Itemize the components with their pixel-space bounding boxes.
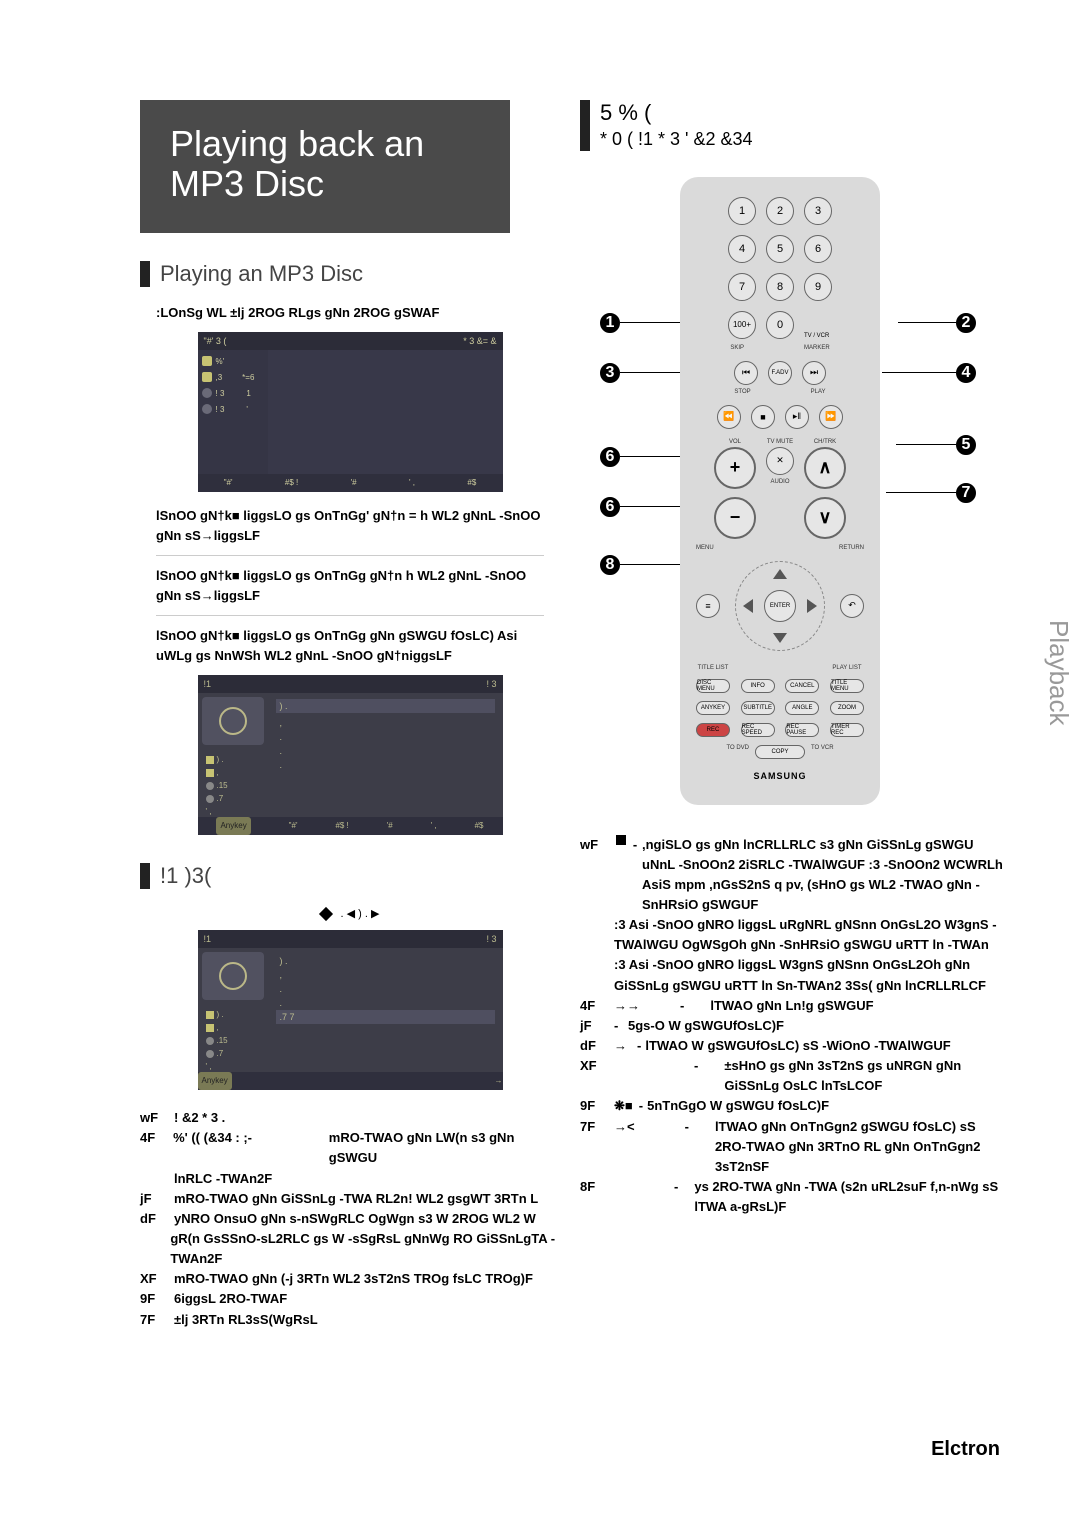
icon-note — [202, 356, 212, 366]
icon-dot — [202, 404, 212, 414]
callout-5: 5 — [956, 435, 976, 455]
zoom-btn: ZOOM — [830, 701, 864, 715]
callout-2: 2 — [956, 313, 976, 333]
ch-up-icon: ∧ — [804, 447, 846, 489]
ffwd-icon: ⏩ — [819, 405, 843, 429]
step-1-heading: :LOnSg WL ±lj 2ROG RLgs gNn 2ROG gSWAF — [156, 305, 560, 320]
legend-right: wF-,ngiSLO gs gNn lnCRLLRLC s3 gNn GiSSn… — [580, 835, 1010, 1218]
title-menu-btn: TITLE MENU — [830, 679, 864, 693]
icon-note — [202, 372, 212, 382]
stop-icon: ■ — [751, 405, 775, 429]
fadv-icon: F.ADV — [768, 361, 792, 385]
footer-brand: Elctron — [931, 1438, 1000, 1461]
remote-btn-2: 2 — [766, 197, 794, 225]
callout-4: 4 — [956, 363, 976, 383]
callout-7: 7 — [956, 483, 976, 503]
callout-8: 8 — [600, 555, 620, 575]
menu-btn-icon: ≡ — [696, 594, 720, 618]
screen1-top-left: "#' 3 ( — [204, 332, 227, 350]
remote-btn-1: 1 — [728, 197, 756, 225]
rec-btn: REC — [696, 723, 730, 737]
rewind-icon: ⏪ — [717, 405, 741, 429]
vol-up-icon: + — [714, 447, 756, 489]
album-thumb-icon — [202, 952, 264, 1000]
step-3-text: lSnOO gN†k■ liggsLO gs OnTnGg gN†n h WL2… — [156, 566, 544, 605]
section-heading-tree: !1 )3( — [140, 863, 560, 889]
info-btn: INFO — [741, 679, 775, 693]
screen-mockup-3: !1 ! 3 ) . , .15 .7 ' , ) . , . . .7 7 A… — [198, 930, 503, 1090]
screen-mockup-1: "#' 3 ( * 3 &= & %' ,3*=6 ! 31 ! 3' "#' … — [198, 332, 503, 492]
remote-btn-6: 6 — [804, 235, 832, 263]
remote-section-heading: 5 % ( * 0 ( !1 * 3 ' &2 &34 — [580, 100, 1010, 151]
cancel-btn: CANCEL — [785, 679, 819, 693]
section-heading-play: Playing an MP3 Disc — [140, 261, 560, 287]
remote-btn-9: 9 — [804, 273, 832, 301]
step-2-text: lSnOO gN†k■ liggsLO gs OnTnGg' gN†n = h … — [156, 506, 544, 545]
callout-6a: 6 — [600, 447, 620, 467]
skip-back-icon: ⏮ — [734, 361, 758, 385]
remote-btn-7: 7 — [728, 273, 756, 301]
icon-dot — [202, 388, 212, 398]
remote-btn-0: 0 — [766, 311, 794, 339]
remote-btn-4: 4 — [728, 235, 756, 263]
remote-illustration: 1 2 3 4 5 6 7 6 8 1 2 3 4 — [680, 177, 920, 805]
screen-mockup-2: !1 ! 3 ) . , .15 .7 ' , ) . , . . . Anyk… — [198, 675, 503, 835]
brand-logo: SAMSUNG — [696, 771, 864, 781]
tv-vcr-label: TV / VCR — [804, 311, 832, 339]
callout-1: 1 — [600, 313, 620, 333]
copy-btn: COPY — [755, 745, 805, 759]
timer-rec-btn: TIMER REC — [830, 723, 864, 737]
album-thumb-icon — [202, 697, 264, 745]
remote-btn-5: 5 — [766, 235, 794, 263]
rec-speed-btn: REC SPEED — [741, 723, 775, 737]
subtitle-btn: SUBTITLE — [741, 701, 775, 715]
remote-btn-8: 8 — [766, 273, 794, 301]
page-title-box: Playing back an MP3 Disc — [140, 100, 510, 233]
play-pause-icon: ▸‖ — [785, 405, 809, 429]
side-tab: Playback — [1043, 620, 1074, 726]
dpad: ENTER — [735, 561, 825, 651]
legend-left: wF! &2 * 3 . 4F%' (( (&34 : ;-mRO-TWAO g… — [140, 1108, 560, 1330]
skip-fwd-icon: ⏭ — [802, 361, 826, 385]
disc-menu-btn: DISC MENU — [696, 679, 730, 693]
screen3-caption: . ◀ ) . ▶ — [140, 907, 560, 920]
remote-btn-3: 3 — [804, 197, 832, 225]
angle-btn: ANGLE — [785, 701, 819, 715]
step-4-text: lSnOO gN†k■ liggsLO gs OnTnGg gNn gSWGU … — [156, 626, 544, 665]
callout-6b: 6 — [600, 497, 620, 517]
return-btn-icon: ↶ — [840, 594, 864, 618]
anykey-btn: ANYKEY — [696, 701, 730, 715]
vol-down-icon: − — [714, 497, 756, 539]
screen1-top-right: * 3 &= & — [463, 332, 496, 350]
enter-btn: ENTER — [764, 590, 796, 622]
callout-3: 3 — [600, 363, 620, 383]
mute-icon: ✕ — [766, 447, 794, 475]
remote-btn-100: 100+ — [728, 311, 756, 339]
rec-pause-btn: REC PAUSE — [785, 723, 819, 737]
ch-down-icon: ∨ — [804, 497, 846, 539]
